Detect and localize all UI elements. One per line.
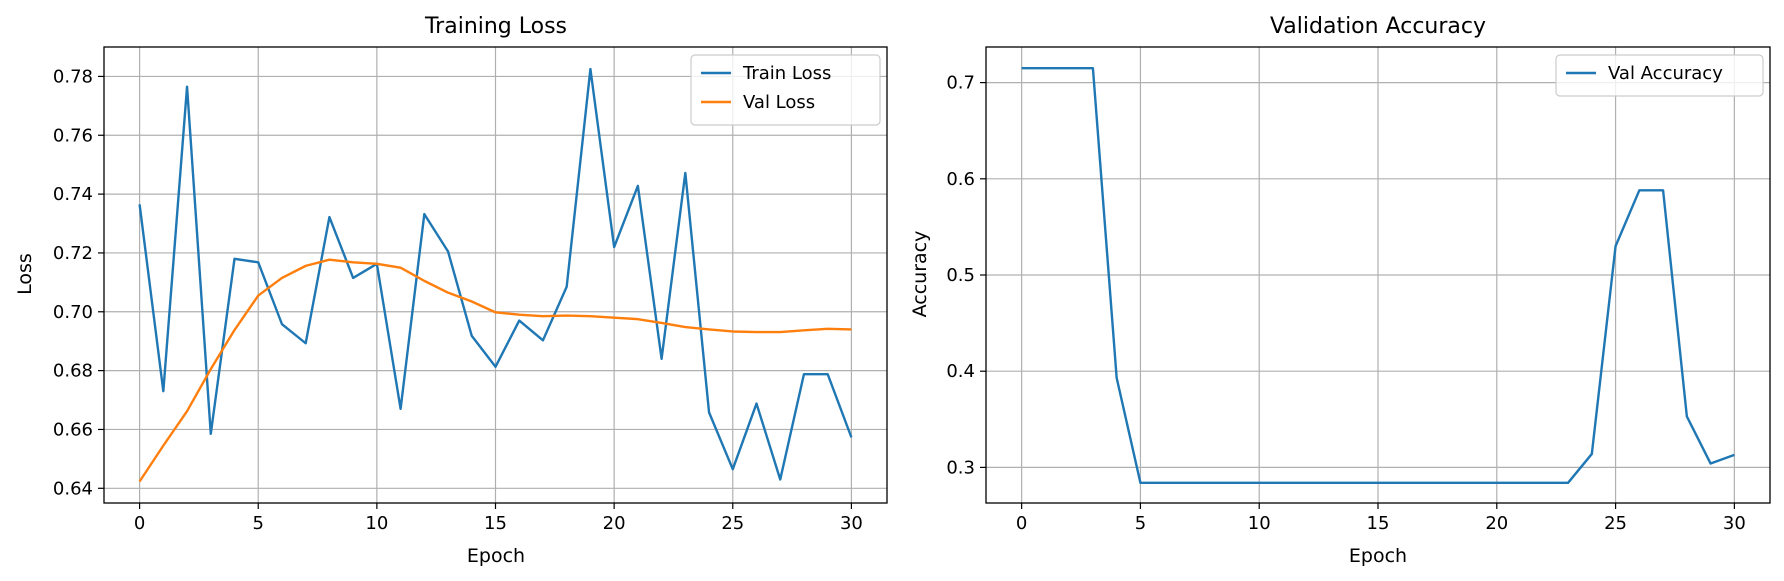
x-axis-label: Epoch: [1349, 545, 1407, 567]
y-tick-label: 0.4: [946, 361, 975, 382]
x-tick-label: 20: [603, 513, 626, 534]
legend: Train Loss Val Loss: [690, 54, 881, 126]
x-tick-label: 25: [721, 513, 744, 534]
x-tick-label: 10: [1248, 513, 1271, 534]
y-tick-label: 0.78: [53, 66, 93, 87]
chart-title: Training Loss: [424, 14, 567, 39]
series-lines: [138, 67, 853, 483]
chart-title: Validation Accuracy: [1270, 14, 1486, 39]
x-tick-label: 20: [1485, 513, 1508, 534]
y-tick-label: 0.74: [53, 184, 93, 205]
y-tick-label: 0.5: [946, 265, 975, 286]
series-line-val-loss: [138, 258, 852, 483]
x-tick-label: 30: [1723, 513, 1746, 534]
grid: [986, 47, 1770, 503]
y-axis-label: Loss: [14, 253, 36, 295]
x-tick-label: 10: [365, 513, 388, 534]
y-tick-label: 0.76: [53, 125, 93, 146]
axis-ticks: 0 5 10 15 20 25 30 0.64 0.66 0.68 0.70 0.72 0.74 0.76…: [53, 66, 863, 534]
x-tick-label: 0: [134, 513, 145, 534]
x-tick-label: 25: [1604, 513, 1627, 534]
y-tick-label: 0.6: [946, 169, 975, 190]
x-tick-label: 5: [1135, 513, 1146, 534]
y-tick-label: 0.7: [946, 73, 975, 94]
plot-frame: [103, 46, 888, 504]
legend-box: [1555, 54, 1764, 97]
legend-label: Train Loss: [742, 63, 831, 84]
y-tick-label: 0.72: [53, 243, 93, 264]
y-tick-label: 0.64: [53, 478, 93, 499]
axis-ticks: 0 5 10 15 20 25 30 0.3 0.4 0.5 0.6 0.7: [946, 73, 1745, 534]
x-tick-label: 15: [484, 513, 507, 534]
series-line-val-accuracy: [1021, 66, 1735, 484]
x-axis-label: Epoch: [467, 545, 525, 567]
legend-label: Val Loss: [743, 92, 815, 113]
legend: Val Accuracy: [1555, 54, 1764, 97]
x-tick-label: 0: [1016, 513, 1027, 534]
y-axis-label: Accuracy: [909, 231, 931, 318]
y-tick-label: 0.68: [53, 361, 93, 382]
y-tick-label: 0.66: [53, 419, 93, 440]
y-tick-label: 0.3: [946, 457, 975, 478]
legend-label: Val Accuracy: [1608, 63, 1723, 84]
series-line-train-loss: [138, 67, 853, 481]
x-tick-label: 15: [1367, 513, 1390, 534]
x-tick-label: 30: [840, 513, 863, 534]
x-tick-label: 5: [253, 513, 264, 534]
y-tick-label: 0.70: [53, 302, 93, 323]
series-lines: [1021, 66, 1735, 484]
plot-frame: [985, 46, 1771, 504]
validation-accuracy-chart: Validation Accuracy Epoch Accuracy 0 5 10 1…: [909, 14, 1771, 567]
training-loss-chart: Training Loss Epoch Loss 0 5 10 15 20 25 30 0.6…: [14, 14, 888, 567]
legend-box: [690, 54, 881, 126]
